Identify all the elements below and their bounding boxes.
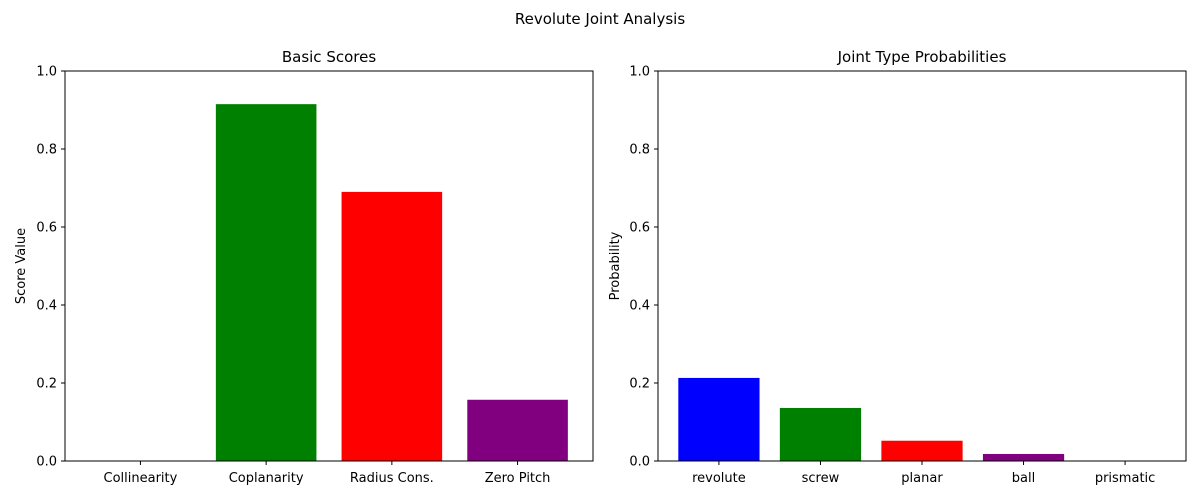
x-tick-label-revolute: revolute [692, 471, 746, 486]
chart-title: Joint Type Probabilities [837, 48, 1007, 66]
y-axis-label: Probability [608, 231, 623, 300]
joint-type-probabilities-chart: Joint Type Probabilities Probability 0.0… [608, 48, 1187, 486]
y-tick-label: 0.0 [36, 455, 57, 470]
y-tick-label: 0.6 [629, 221, 650, 236]
y-tick-label: 0.0 [629, 455, 650, 470]
bars [678, 377, 1065, 461]
x-tick-label-ball: ball [1012, 471, 1035, 486]
x-tick-label-planar: planar [901, 471, 943, 486]
bar-coplanarity [215, 104, 317, 462]
bar-radius-cons [341, 191, 443, 461]
x-tick-label-zero-pitch: Zero Pitch [485, 471, 551, 486]
y-tick-label: 0.4 [36, 299, 57, 314]
x-tick-label-coplanarity: Coplanarity [229, 471, 304, 486]
bar-screw [779, 407, 862, 461]
plot-frame [657, 70, 1187, 462]
y-tick-label: 0.2 [629, 377, 650, 392]
y-tick-label: 0.6 [36, 221, 57, 236]
x-ticks: Collinearity Coplanarity Radius Cons. Zero … [104, 461, 551, 486]
y-tick-label: 0.8 [629, 143, 650, 158]
bar-ball [982, 453, 1065, 461]
x-ticks: revolute screw planar ball prismatic [692, 461, 1155, 486]
chart-title: Basic Scores [282, 48, 376, 66]
basic-scores-chart: Basic Scores Score Value 0.0 0.2 0.4 0.6 0.8… [14, 48, 594, 486]
y-tick-label: 1.0 [36, 65, 57, 80]
x-tick-label-prismatic: prismatic [1095, 471, 1155, 486]
x-tick-label-screw: screw [802, 471, 840, 486]
y-tick-label: 0.4 [629, 299, 650, 314]
y-ticks: 0.0 0.2 0.4 0.6 0.8 1.0 [629, 65, 658, 470]
bar-zero-pitch [467, 399, 568, 461]
y-axis-label: Score Value [14, 228, 29, 304]
plot-frame [64, 70, 594, 462]
bar-revolute [678, 377, 760, 461]
figure-suptitle: Revolute Joint Analysis [515, 10, 685, 28]
x-tick-label-collinearity: Collinearity [104, 471, 178, 486]
bars [215, 104, 568, 462]
bar-planar [881, 440, 963, 461]
y-tick-label: 0.2 [36, 377, 57, 392]
y-tick-label: 0.8 [36, 143, 57, 158]
x-tick-label-radius-cons: Radius Cons. [350, 471, 434, 486]
y-tick-label: 1.0 [629, 65, 650, 80]
y-ticks: 0.0 0.2 0.4 0.6 0.8 1.0 [36, 65, 65, 470]
